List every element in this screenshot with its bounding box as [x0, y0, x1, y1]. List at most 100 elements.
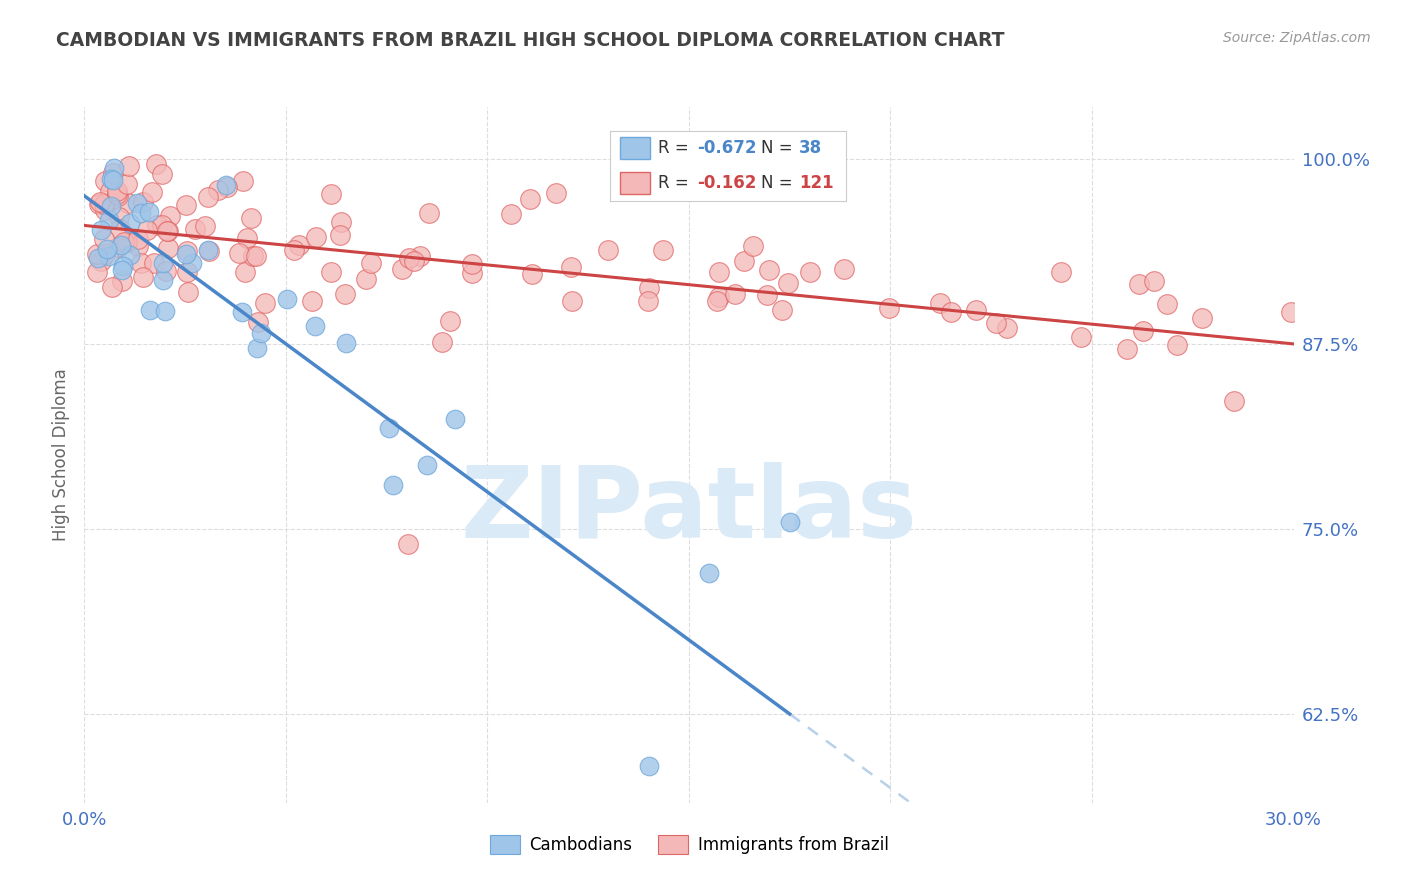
- Point: [150, 219, 173, 233]
- Point: [207, 183, 229, 197]
- Point: [132, 270, 155, 285]
- Point: [444, 412, 467, 426]
- Point: [127, 238, 149, 252]
- Point: [799, 265, 821, 279]
- Point: [105, 186, 128, 201]
- Point: [174, 198, 197, 212]
- Point: [118, 217, 141, 231]
- Text: ZIPatlas: ZIPatlas: [461, 462, 917, 559]
- Point: [90, 223, 112, 237]
- Y-axis label: High School Diploma: High School Diploma: [52, 368, 70, 541]
- Point: [120, 247, 142, 261]
- Point: [461, 257, 484, 271]
- Point: [546, 186, 568, 200]
- Point: [90, 253, 112, 268]
- Point: [132, 195, 155, 210]
- Point: [1132, 324, 1154, 338]
- Point: [418, 205, 440, 219]
- Point: [129, 255, 152, 269]
- Point: [100, 199, 122, 213]
- Point: [756, 287, 779, 301]
- Point: [105, 184, 128, 198]
- Point: [129, 206, 152, 220]
- Point: [304, 318, 326, 333]
- Point: [117, 195, 139, 210]
- Point: [1166, 338, 1188, 352]
- Point: [145, 156, 167, 170]
- Point: [733, 253, 755, 268]
- Text: R =: R =: [658, 139, 693, 157]
- Point: [276, 292, 298, 306]
- Point: [520, 268, 543, 282]
- Point: [378, 421, 401, 435]
- Point: [127, 232, 149, 246]
- Point: [86, 247, 108, 261]
- Point: [138, 205, 160, 219]
- Point: [250, 326, 273, 341]
- Point: [254, 295, 277, 310]
- Point: [1115, 342, 1137, 356]
- Point: [596, 243, 619, 257]
- Point: [697, 566, 720, 581]
- Point: [335, 336, 357, 351]
- Point: [879, 301, 901, 316]
- Point: [242, 249, 264, 263]
- Point: [141, 186, 163, 200]
- Point: [111, 274, 134, 288]
- Point: [231, 305, 253, 319]
- Point: [93, 196, 115, 211]
- Point: [779, 515, 801, 529]
- Point: [174, 247, 197, 261]
- Point: [742, 239, 765, 253]
- Point: [776, 276, 799, 290]
- Point: [156, 224, 179, 238]
- Point: [638, 281, 661, 295]
- Point: [176, 244, 198, 258]
- Point: [319, 187, 342, 202]
- Point: [1049, 265, 1071, 279]
- Point: [1143, 274, 1166, 288]
- Point: [94, 247, 117, 261]
- Point: [152, 167, 174, 181]
- Point: [439, 314, 461, 328]
- Point: [89, 197, 111, 211]
- Point: [142, 256, 165, 270]
- Bar: [620, 172, 651, 194]
- Point: [652, 244, 675, 258]
- Text: N =: N =: [761, 139, 799, 157]
- Point: [156, 224, 179, 238]
- Point: [96, 242, 118, 256]
- Point: [135, 223, 157, 237]
- Point: [152, 256, 174, 270]
- Point: [758, 262, 780, 277]
- Point: [93, 232, 115, 246]
- Point: [197, 243, 219, 257]
- Point: [159, 210, 181, 224]
- Point: [995, 321, 1018, 335]
- Point: [1128, 277, 1150, 292]
- Point: [184, 222, 207, 236]
- Point: [155, 263, 177, 277]
- Point: [1070, 330, 1092, 344]
- Point: [103, 161, 125, 175]
- Point: [333, 287, 356, 301]
- Point: [637, 759, 659, 773]
- Point: [232, 174, 254, 188]
- Point: [176, 265, 198, 279]
- Point: [301, 293, 323, 308]
- Point: [107, 211, 129, 225]
- Point: [246, 315, 269, 329]
- Point: [1279, 305, 1302, 319]
- Point: [89, 194, 111, 209]
- Point: [409, 249, 432, 263]
- Legend: Cambodians, Immigrants from Brazil: Cambodians, Immigrants from Brazil: [482, 828, 896, 861]
- Point: [283, 244, 305, 258]
- Point: [707, 289, 730, 303]
- Point: [706, 293, 728, 308]
- Point: [832, 262, 855, 277]
- Text: 38: 38: [799, 139, 823, 157]
- Point: [391, 262, 413, 277]
- Point: [519, 192, 541, 206]
- Point: [101, 166, 124, 180]
- Point: [181, 256, 204, 270]
